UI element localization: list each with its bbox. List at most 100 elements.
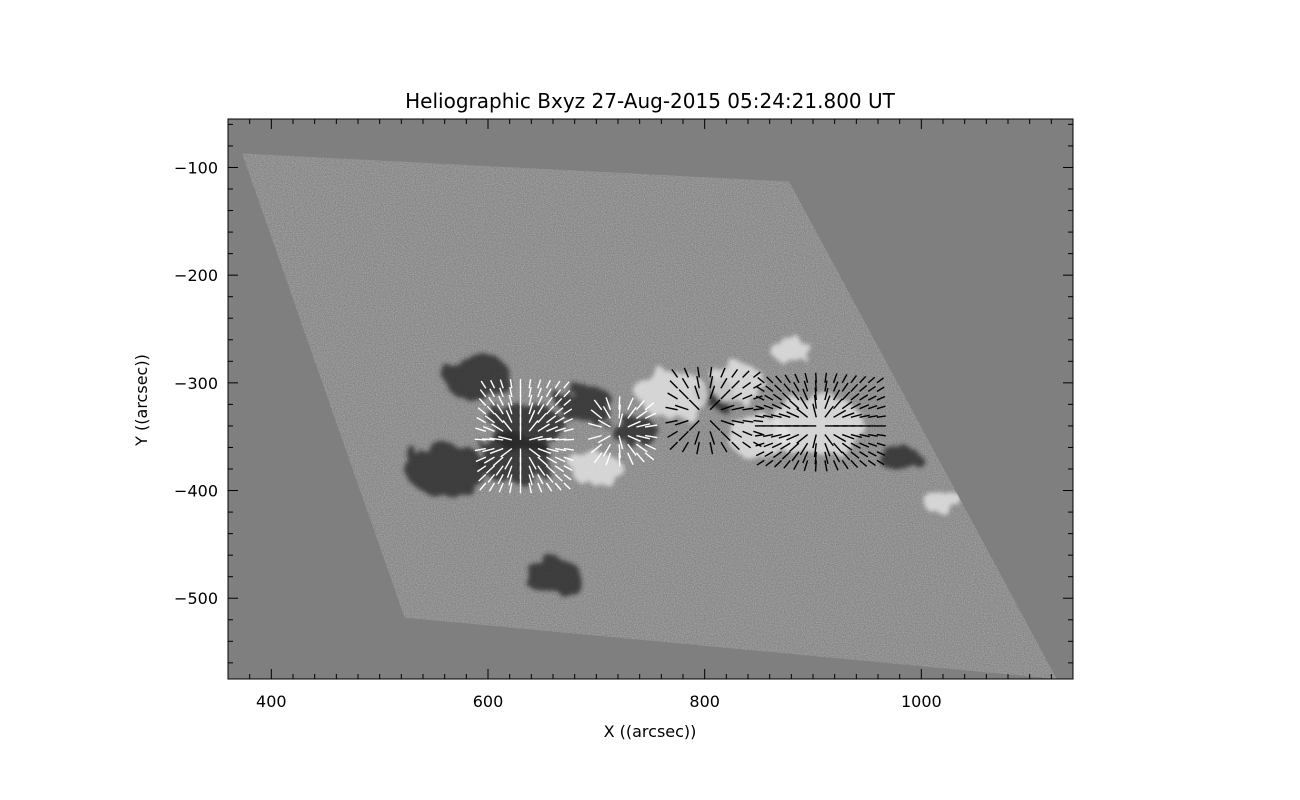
field-vector [784, 374, 791, 384]
field-vector [476, 465, 487, 473]
field-vector [671, 368, 679, 378]
field-vector [528, 378, 532, 389]
field-vector [772, 393, 782, 401]
field-vector [778, 433, 791, 439]
field-vector [841, 442, 853, 451]
field-vector [545, 405, 555, 415]
field-vector [694, 431, 700, 445]
field-vector [774, 384, 783, 392]
field-vector [678, 389, 689, 400]
field-vector [850, 393, 860, 401]
field-vector [876, 377, 884, 384]
field-vector [537, 423, 550, 432]
field-vector [479, 482, 487, 491]
field-vector [563, 408, 573, 415]
field-vector [756, 459, 765, 466]
field-vector [537, 403, 545, 415]
field-vector [814, 387, 817, 401]
field-vector [555, 447, 567, 452]
field-vector [731, 392, 743, 400]
field-vector [563, 456, 574, 462]
field-vector [476, 416, 487, 424]
field-vector [593, 452, 603, 464]
field-vector [694, 385, 700, 400]
positive-polarity-region [771, 336, 811, 365]
field-vector [554, 389, 562, 398]
field-vector [763, 442, 774, 448]
field-vector [709, 399, 721, 411]
field-vector [859, 442, 870, 448]
field-vector [709, 420, 721, 431]
field-vector [488, 396, 496, 406]
field-vector [814, 451, 817, 465]
field-vector [765, 459, 774, 467]
field-vector [563, 399, 572, 406]
field-vector [480, 380, 487, 389]
field-vector [563, 438, 575, 441]
field-vector [635, 452, 645, 463]
field-vector [841, 401, 853, 410]
field-vector [588, 422, 602, 428]
field-vector [771, 442, 782, 449]
field-vector [876, 415, 886, 419]
field-vector [709, 441, 714, 455]
field-vector [486, 405, 496, 415]
field-vector [757, 377, 765, 384]
field-vector [832, 389, 841, 401]
field-vector [832, 373, 838, 384]
vector-group [665, 366, 764, 455]
field-vector [499, 387, 504, 398]
field-vector [554, 482, 562, 491]
field-vector [563, 465, 573, 472]
field-vector [824, 395, 831, 409]
field-vector [492, 456, 504, 467]
field-vector [484, 415, 495, 424]
field-vector [833, 442, 843, 454]
field-vector [528, 465, 535, 478]
field-vector [528, 482, 532, 494]
field-vector [528, 474, 533, 486]
field-vector [824, 442, 831, 457]
field-vector [841, 459, 849, 470]
field-vector [627, 397, 634, 411]
field-vector [563, 482, 571, 490]
field-vector [618, 413, 624, 428]
field-vector [644, 412, 657, 420]
field-vector [765, 385, 774, 393]
field-vector [590, 409, 603, 419]
field-vector [720, 367, 726, 378]
positive-polarity-region [923, 487, 963, 515]
field-vector [753, 430, 763, 435]
field-vector [764, 394, 774, 401]
field-vector [802, 451, 809, 464]
field-vector [841, 391, 851, 401]
field-vector [669, 380, 679, 389]
field-vector [781, 451, 791, 460]
field-vector [876, 433, 886, 437]
field-vector [605, 452, 612, 466]
field-vector [859, 394, 869, 401]
field-vector [731, 368, 739, 378]
field-vector [554, 416, 565, 424]
field-vector [497, 474, 504, 485]
field-vector [742, 407, 754, 411]
field-vector [752, 371, 761, 379]
field-vector [627, 420, 641, 428]
field-vector [502, 419, 513, 432]
field-vector [644, 443, 657, 450]
field-vector [850, 383, 859, 392]
field-vector [859, 451, 869, 458]
field-vector [742, 419, 754, 423]
field-vector [793, 460, 800, 470]
field-vector [665, 419, 678, 424]
field-vector [597, 419, 611, 428]
field-vector [755, 415, 765, 418]
field-vector [813, 443, 817, 458]
field-vector [731, 441, 740, 451]
field-vector [644, 402, 655, 411]
field-vector [667, 430, 678, 438]
field-vector [876, 395, 886, 401]
field-vector [720, 377, 728, 389]
plot-frame [227, 118, 1074, 680]
field-vector [545, 396, 553, 406]
